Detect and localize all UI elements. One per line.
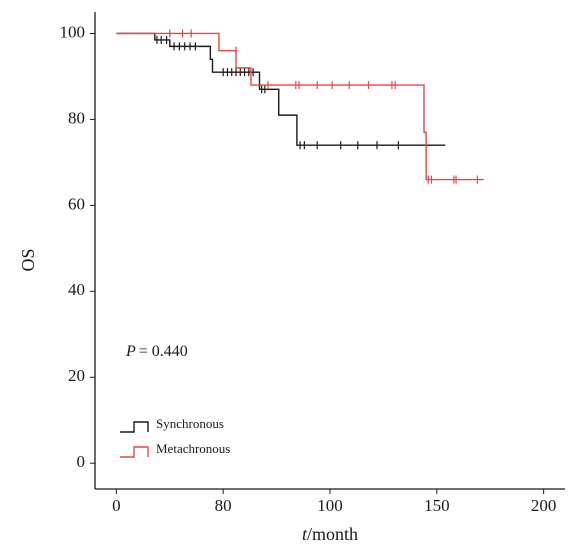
survival-curve [116,32,484,181]
legend-label: Synchronous [156,416,224,431]
x-axis-label-unit: /month [307,524,358,544]
legend-swatch [120,446,149,458]
y-tick-label: 100 [60,22,86,41]
y-tick-label: 40 [68,280,85,299]
annotation: P = 0.440 [125,343,188,360]
x-axis-label-var: t [302,524,308,544]
annotation-value: = 0.440 [139,343,188,360]
survival-curve [116,32,446,146]
x-tick-label: 0 [112,496,121,515]
y-tick-label: 0 [77,452,86,471]
x-tick-label: 150 [424,496,450,515]
x-axis-label: t/month [302,524,358,544]
legend-label: Metachronous [156,441,230,456]
x-tick-label: 80 [215,496,232,515]
legend-swatch [120,421,149,433]
annotation-var: P [125,343,136,360]
y-tick-label: 60 [68,194,85,213]
y-tick-label: 80 [68,108,85,127]
y-axis-label: OS [18,248,38,271]
y-tick-label: 20 [68,366,85,385]
x-tick-label: 100 [317,496,343,515]
x-tick-label: 200 [531,496,557,515]
